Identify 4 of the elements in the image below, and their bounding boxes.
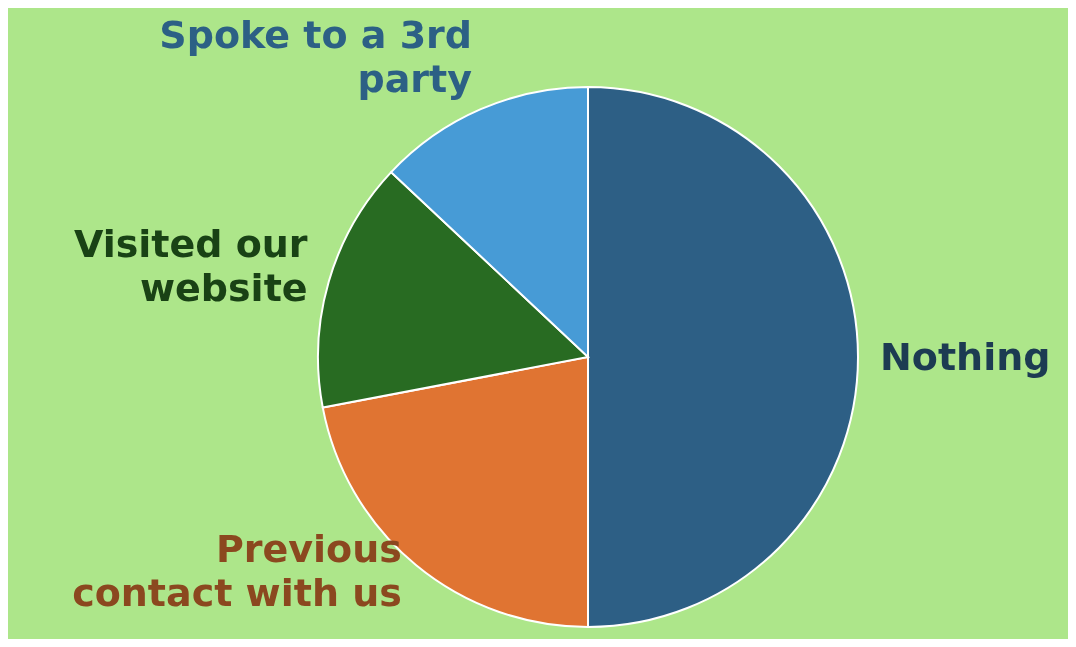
slice-label: Spoke to a 3rd party [159, 12, 473, 101]
slice-label: Visited our website [73, 221, 308, 310]
slice-label: Nothing [880, 335, 1051, 380]
slice-label: Previous contact with us [72, 526, 402, 615]
